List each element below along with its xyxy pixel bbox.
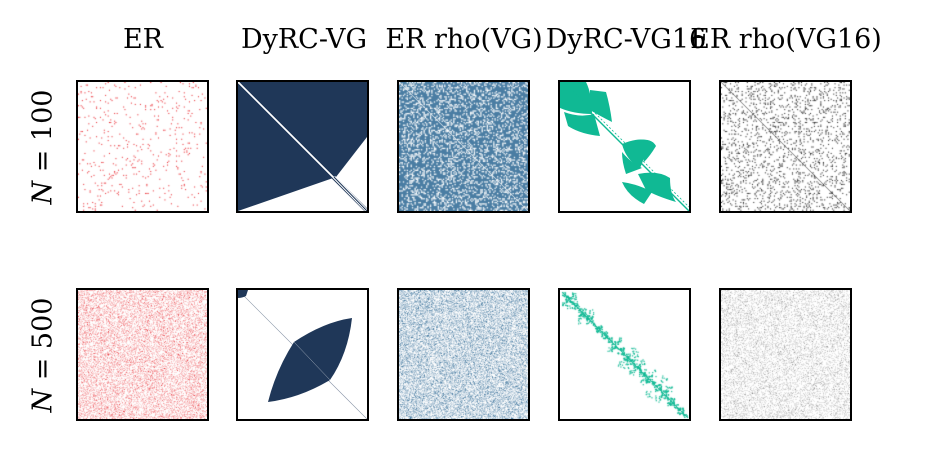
matrix-er-rho-vg16-n500 <box>719 288 852 421</box>
dense-matrix-dots <box>399 290 528 419</box>
column-title-er-rho-vg16: ER rho(VG16) <box>690 24 882 55</box>
block-matrix-shape <box>238 290 367 419</box>
row-label-value: = 500 <box>27 297 59 389</box>
column-title-er-rho-vg: ER rho(VG) <box>385 24 543 55</box>
block-matrix-shape <box>238 82 367 211</box>
column-title-dyrc-vg16: DyRC-VG16 <box>545 24 707 55</box>
column-title-dyrc-vg: DyRC-VG <box>240 24 368 55</box>
row-label-variable: N <box>27 180 59 205</box>
matrix-dyrc-vg-n500 <box>236 288 369 421</box>
matrix-er-rho-vg-n500 <box>397 288 530 421</box>
matrix-er-n100 <box>76 80 209 213</box>
sparse-matrix-dots <box>78 82 207 211</box>
matrix-er-n500 <box>76 288 209 421</box>
matrix-dyrc-vg-n100 <box>236 80 369 213</box>
row-label-n100: N = 100 <box>27 89 59 205</box>
block-matrix-shape <box>560 82 689 211</box>
matrix-er-rho-vg-n100 <box>397 80 530 213</box>
matrix-dyrc-vg16-n500 <box>558 288 691 421</box>
row-label-value: = 100 <box>27 89 59 181</box>
dense-matrix-dots <box>721 290 850 419</box>
dense-matrix-dots <box>78 290 207 419</box>
row-label-variable: N <box>27 388 59 413</box>
matrix-er-rho-vg16-n100 <box>719 80 852 213</box>
sparse-matrix-dots <box>721 82 850 211</box>
row-label-n500: N = 500 <box>27 297 59 413</box>
dense-matrix-dots <box>399 82 528 211</box>
matrix-dyrc-vg16-n100 <box>558 80 691 213</box>
block-diagonal-dots <box>560 290 689 419</box>
column-title-er: ER <box>122 24 164 55</box>
